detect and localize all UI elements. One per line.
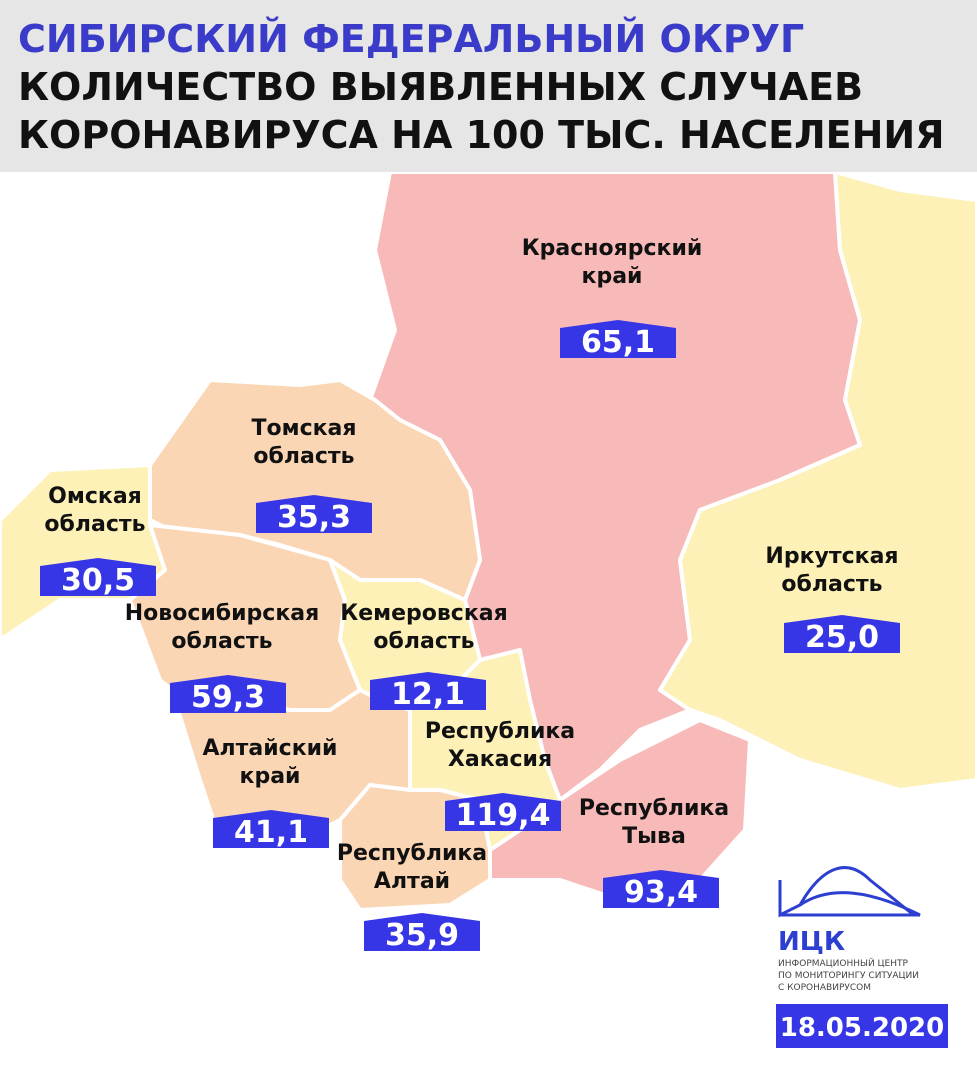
region-value: 35,9: [385, 918, 459, 953]
region-value: 119,4: [456, 798, 551, 833]
region-name: Кемеровская: [340, 601, 508, 626]
subtitle: КОРОНАВИРУСА НА 100 ТЫС. НАСЕЛЕНИЯ: [18, 113, 944, 157]
region-name: Хакасия: [448, 747, 552, 772]
value-box: [370, 672, 486, 710]
region-name: Новосибирская: [125, 601, 320, 626]
region-name: Республика: [425, 719, 575, 744]
region-name: область: [44, 512, 145, 537]
region-name: область: [171, 629, 272, 654]
region-value: 93,4: [624, 875, 698, 910]
region-name: Тыва: [622, 824, 686, 849]
region-value: 35,3: [277, 500, 351, 535]
value-box: [364, 913, 480, 951]
region-value: 41,1: [234, 815, 308, 850]
logo: ИЦК ИНФОРМАЦИОННЫЙ ЦЕНТР ПО МОНИТОРИНГУ …: [776, 866, 948, 1048]
region-value: 12,1: [391, 677, 465, 712]
value-box: [560, 320, 676, 358]
region-name: Иркутская: [765, 544, 898, 569]
logo-abbr: ИЦК: [778, 927, 845, 957]
value-box: [784, 615, 900, 653]
region-name: Республика: [579, 796, 729, 821]
value-box: [603, 870, 719, 908]
title: СИБИРСКИЙ ФЕДЕРАЛЬНЫЙ ОКРУГ: [18, 17, 804, 61]
region-value: 30,5: [61, 563, 135, 598]
region-name: Республика: [337, 841, 487, 866]
logo-mark: [799, 891, 921, 917]
region-name: Красноярский: [522, 236, 703, 261]
region-name: область: [373, 629, 474, 654]
region-name: область: [781, 572, 882, 597]
value-box: [445, 793, 561, 831]
region-name: край: [240, 764, 301, 789]
value-box: [170, 675, 286, 713]
logo-text: ИНФОРМАЦИОННЫЙ ЦЕНТР: [778, 957, 908, 969]
region-value: 65,1: [581, 325, 655, 360]
logo-text: С КОРОНАВИРУСОМ: [778, 983, 871, 993]
region-value: 25,0: [805, 620, 879, 655]
region-name: Омская: [48, 484, 142, 509]
region-name: Томская: [251, 416, 356, 441]
value-box: [256, 495, 372, 533]
region-name: Алтайский: [203, 736, 338, 761]
region-name: область: [253, 444, 354, 469]
value-box: [213, 810, 329, 848]
date: 18.05.2020: [780, 1013, 944, 1043]
logo-text: ПО МОНИТОРИНГУ СИТУАЦИИ: [778, 971, 919, 981]
header-bg: [0, 0, 977, 172]
region-name: Алтай: [374, 869, 450, 894]
value-box: [40, 558, 156, 596]
map: [0, 170, 977, 912]
date-box: [776, 1004, 948, 1048]
region-name: край: [582, 264, 643, 289]
region-value: 59,3: [191, 680, 265, 715]
subtitle: КОЛИЧЕСТВО ВЫЯВЛЕННЫХ СЛУЧАЕВ: [18, 65, 863, 109]
